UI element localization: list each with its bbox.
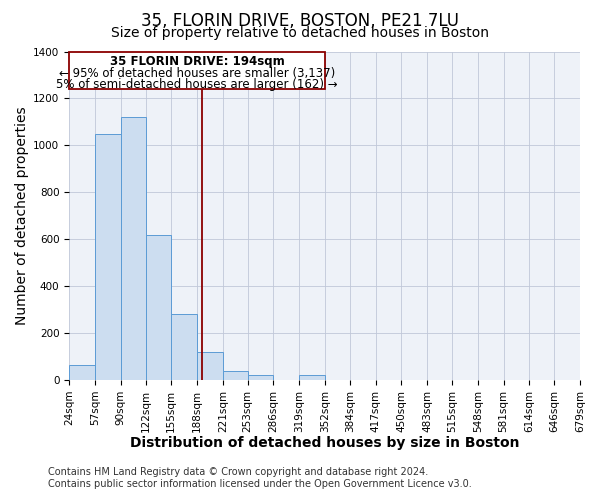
Text: 35 FLORIN DRIVE: 194sqm: 35 FLORIN DRIVE: 194sqm [110, 55, 284, 68]
Bar [248, 376, 274, 380]
Text: Size of property relative to detached houses in Boston: Size of property relative to detached ho… [111, 26, 489, 40]
Bar [69, 364, 95, 380]
Text: 5% of semi-detached houses are larger (162) →: 5% of semi-detached houses are larger (1… [56, 78, 338, 90]
Bar [223, 370, 248, 380]
Bar [197, 352, 223, 380]
Bar [146, 234, 172, 380]
Bar [299, 376, 325, 380]
Text: 35, FLORIN DRIVE, BOSTON, PE21 7LU: 35, FLORIN DRIVE, BOSTON, PE21 7LU [141, 12, 459, 30]
Bar [95, 134, 121, 380]
Bar [121, 117, 146, 380]
Bar [172, 314, 197, 380]
Text: ← 95% of detached houses are smaller (3,137): ← 95% of detached houses are smaller (3,… [59, 67, 335, 80]
Y-axis label: Number of detached properties: Number of detached properties [15, 106, 29, 325]
Text: Contains HM Land Registry data © Crown copyright and database right 2024.
Contai: Contains HM Land Registry data © Crown c… [48, 468, 472, 489]
X-axis label: Distribution of detached houses by size in Boston: Distribution of detached houses by size … [130, 436, 520, 450]
Bar [69, 52, 325, 89]
